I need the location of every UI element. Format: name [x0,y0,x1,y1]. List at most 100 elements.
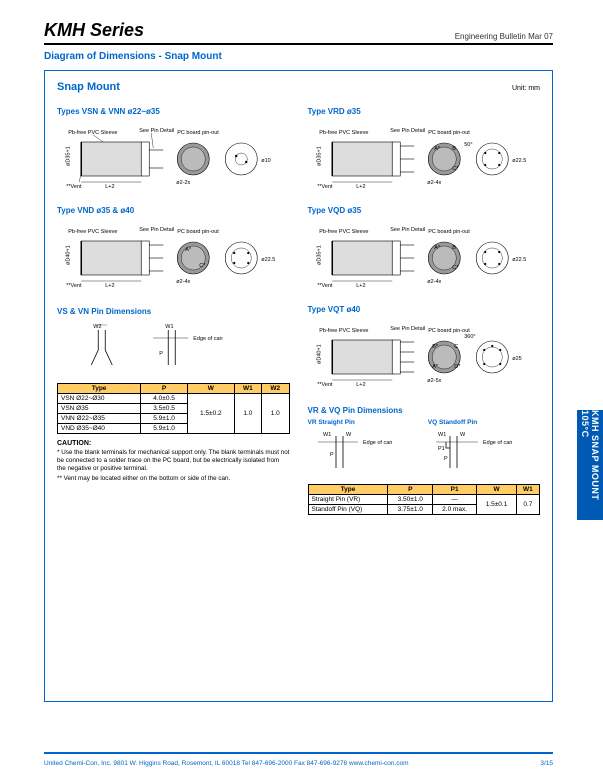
right-column: Type VRD ø35 Pb-free PVC Sleeve See Pin … [308,101,541,521]
svg-text:øD40+1: øD40+1 [316,344,322,364]
th-w1: W1 [516,485,539,495]
left-column: Types VSN & VNN ø22~ø35 Pb-free PVC Slee… [57,101,290,521]
svg-text:ø2-5x: ø2-5x [427,378,441,384]
th-w2: W2 [262,384,289,394]
page-header: KMH Series Engineering Bulletin Mar 07 [44,20,553,45]
svg-text:Edge of can: Edge of can [193,336,222,342]
svg-text:ø2-2x: ø2-2x [176,180,190,186]
type-vqt-label: Type VQT ø40 [308,305,541,314]
cell: 3.50±1.0 [388,495,433,505]
th-type: Type [58,384,141,394]
caution-title: CAUTION: [57,440,290,447]
cell: VSN Ø22~Ø30 [58,394,141,404]
svg-text:See Pin Detail: See Pin Detail [390,326,425,332]
page-subtitle: Diagram of Dimensions - Snap Mount [44,51,553,62]
svg-text:B: B [452,146,456,152]
vr-pin-label: VR Straight Pin [308,419,420,426]
cell: 5.9±1.0 [141,414,188,424]
content-box: Snap Mount Unit: mm Types VSN & VNN ø22~… [44,70,553,702]
svg-text:360°: 360° [464,334,475,340]
svg-text:See Pin Detail: See Pin Detail [139,128,174,134]
cell: — [433,495,477,505]
diagram-vqt: Pb-free PVC Sleeve See Pin Detail **Vent… [308,318,541,388]
cell: 1.5±0.1 [477,495,517,515]
svg-text:50°: 50° [464,142,472,148]
svg-text:A*: A* [434,245,441,251]
vr-vq-table: Type P P1 W W1 Straight Pin (VR) 3.50±1.… [308,484,541,515]
box-title: Snap Mount [57,81,120,93]
footer-company: United Chemi-Con, Inc. 9801 W. Higgins R… [44,760,409,767]
svg-text:**Vent: **Vent [317,382,333,388]
side-tab: KMH SNAP MOUNT 105°C [577,410,603,520]
svg-text:See Pin Detail: See Pin Detail [390,227,425,233]
cell: VNN Ø22~Ø35 [58,414,141,424]
cell: 4.0±0.5 [141,394,188,404]
svg-text:ø25: ø25 [512,356,521,362]
footer-page: 3/15 [540,760,553,767]
th-w1: W1 [234,384,261,394]
cell: 1.5±0.2 [187,394,234,434]
side-tab-text: KMH SNAP MOUNT 105°C [580,410,600,520]
svg-text:P1: P1 [438,446,445,452]
svg-text:ø2-4x: ø2-4x [427,180,441,186]
cell: 1.0 [234,394,261,434]
svg-text:C*: C* [452,265,459,271]
svg-text:Pb-free PVC Sleeve: Pb-free PVC Sleeve [319,328,368,334]
svg-text:See Pin Detail: See Pin Detail [390,128,425,134]
svg-text:ø2-4x: ø2-4x [176,279,190,285]
cell: 0.7 [516,495,539,515]
svg-text:ø22.5: ø22.5 [261,257,275,263]
svg-text:øD35+1: øD35+1 [316,146,322,166]
svg-text:PC board pin-out: PC board pin-out [177,130,219,136]
svg-text:A*: A* [434,146,441,152]
vr-vq-pin-label: VR & VQ Pin Dimensions [308,406,541,415]
svg-text:W: W [346,432,352,438]
unit-label: Unit: mm [512,85,540,92]
type-vrd-label: Type VRD ø35 [308,107,541,116]
svg-text:L+2: L+2 [105,184,114,190]
svg-text:P: P [444,456,448,462]
svg-text:Edge of can: Edge of can [363,440,392,446]
svg-text:**Vent: **Vent [66,283,82,289]
vs-vn-pin-label: VS & VN Pin Dimensions [57,307,290,316]
svg-text:Edge of can: Edge of can [483,440,512,446]
svg-text:Pb-free PVC Sleeve: Pb-free PVC Sleeve [319,229,368,235]
svg-text:**Vent: **Vent [317,184,333,190]
cell: 5.9±1.0 [141,424,188,434]
diagram-vsn-vnn: Pb-free PVC Sleeve See Pin Detail **Vent… [57,120,290,190]
svg-text:øD35+1: øD35+1 [316,245,322,265]
svg-text:**Vent: **Vent [66,184,82,190]
svg-text:ø22.5: ø22.5 [512,158,526,164]
th-p: P [388,485,433,495]
svg-text:Pb-free PVC Sleeve: Pb-free PVC Sleeve [319,130,368,136]
svg-text:PC board pin-out: PC board pin-out [428,328,470,334]
svg-text:L+2: L+2 [356,184,365,190]
svg-text:ø2-4x: ø2-4x [427,279,441,285]
cell: Straight Pin (VR) [308,495,388,505]
svg-text:W1: W1 [323,432,331,438]
svg-text:PC board pin-out: PC board pin-out [177,229,219,235]
svg-text:PC board pin-out: PC board pin-out [428,229,470,235]
bulletin-date: Engineering Bulletin Mar 07 [455,32,553,41]
cell: 3.5±0.5 [141,404,188,414]
svg-text:L+2: L+2 [105,283,114,289]
svg-text:P: P [330,452,334,458]
diagram-vr-pin: W1 W P Edge of can [308,428,418,476]
svg-text:B*: B* [432,344,439,350]
cell: VND Ø35~Ø40 [58,424,141,434]
th-p1: P1 [433,485,477,495]
svg-text:ø22.5: ø22.5 [512,257,526,263]
series-title: KMH Series [44,20,144,41]
caution-text-2: ** Vent may be located either on the bot… [57,475,290,483]
diagram-vs-vn-pins: W2 W1 Edge of can P [57,320,290,375]
diagram-vrd: Pb-free PVC Sleeve See Pin Detail **Vent… [308,120,541,190]
svg-text:W1: W1 [165,324,173,330]
svg-text:P: P [159,351,163,357]
th-w: W [187,384,234,394]
svg-text:W1: W1 [438,432,446,438]
diagram-vq-pin: W1 W P1 P Edge of can [428,428,538,476]
svg-text:L+2: L+2 [356,283,365,289]
cell: VSN Ø35 [58,404,141,414]
svg-text:øD40+1: øD40+1 [65,245,71,265]
svg-text:Pb-free PVC Sleeve: Pb-free PVC Sleeve [68,130,117,136]
